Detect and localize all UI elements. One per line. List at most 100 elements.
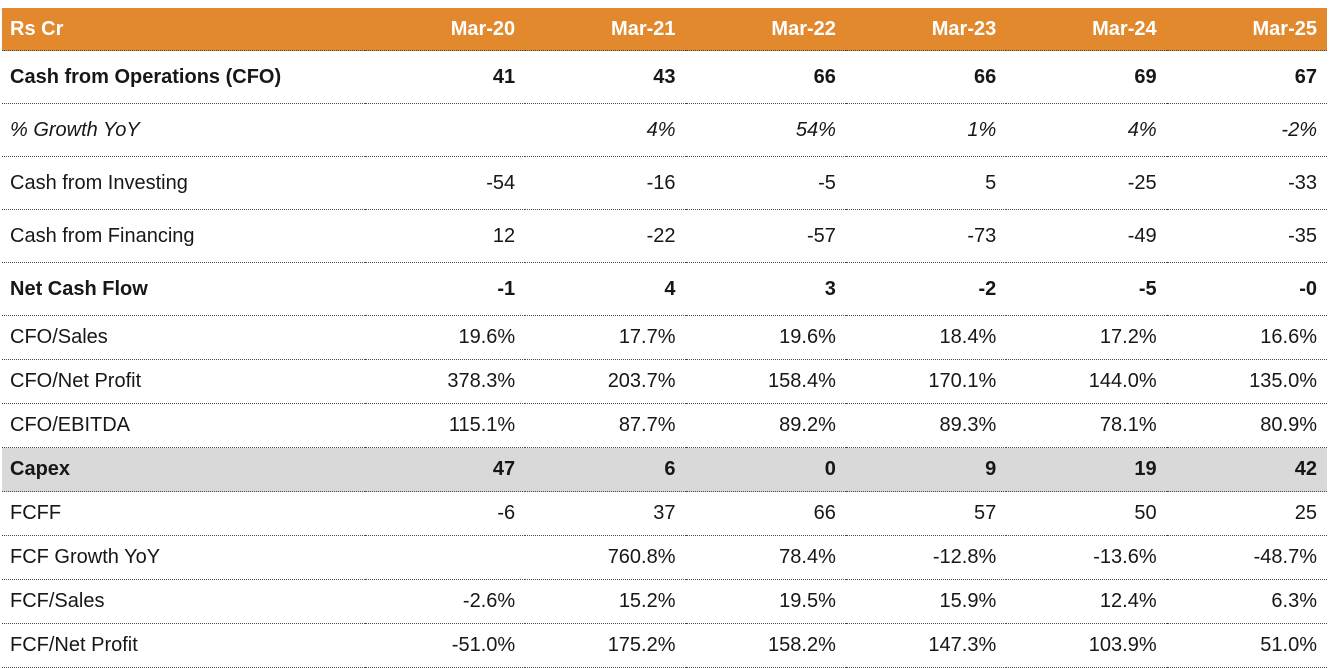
cell-value: 203.7% — [525, 359, 686, 404]
cell-value: 147.3% — [845, 623, 1007, 668]
row-label: FCF/Sales — [2, 579, 365, 624]
cell-value: 115.1% — [364, 403, 526, 448]
cell-value: 0 — [685, 447, 846, 492]
cell-value: 1% — [845, 103, 1007, 157]
cell-value — [364, 535, 526, 580]
cell-value: -13.6% — [1006, 535, 1167, 580]
cell-value: 54% — [685, 103, 846, 157]
cell-value: -51.0% — [364, 623, 526, 668]
cell-value: 78.1% — [1006, 403, 1167, 448]
cell-value: 19 — [1006, 447, 1167, 492]
cell-value: 25 — [1166, 491, 1327, 536]
cell-value: 4 — [525, 262, 686, 316]
cell-value: 12 — [364, 209, 526, 263]
row-label: Net Cash Flow — [2, 262, 365, 316]
table-body: Cash from Operations (CFO) 41 43 66 66 69 67% … — [2, 50, 1327, 668]
column-header: Mar-22 — [685, 8, 846, 51]
cell-value: 41 — [364, 50, 526, 104]
cell-value: 12.4% — [1006, 579, 1167, 624]
cell-value: 3 — [685, 262, 846, 316]
cell-value: -0 — [1166, 262, 1327, 316]
cell-value: -57 — [685, 209, 846, 263]
cell-value: 170.1% — [845, 359, 1007, 404]
cell-value: 67 — [1166, 50, 1327, 104]
cell-value: 6 — [525, 447, 686, 492]
unit-label: Rs Cr — [2, 8, 365, 51]
cell-value: 760.8% — [525, 535, 686, 580]
table-row: FCF/Net Profit -51.0% 175.2% 158.2% 147.3% 10… — [2, 623, 1327, 668]
cell-value: -2.6% — [364, 579, 526, 624]
column-header: Mar-21 — [525, 8, 686, 51]
cell-value: 9 — [845, 447, 1007, 492]
cell-value: -12.8% — [845, 535, 1007, 580]
cell-value: 158.2% — [685, 623, 846, 668]
cell-value: 87.7% — [525, 403, 686, 448]
cell-value: -16 — [525, 156, 686, 210]
table-row: Capex 47 6 0 9 19 42 — [2, 447, 1327, 492]
cell-value: -73 — [845, 209, 1007, 263]
table-row: % Growth YoY 4% 54% 1% 4% -2% — [2, 103, 1327, 157]
cell-value: 69 — [1006, 50, 1167, 104]
table-row: Cash from Investing -54 -16 -5 5 -25 -33 — [2, 156, 1327, 210]
cell-value: 135.0% — [1166, 359, 1327, 404]
cell-value: 4% — [1006, 103, 1167, 157]
table-row: CFO/Sales 19.6% 17.7% 19.6% 18.4% 17.2% 16.6% — [2, 315, 1327, 360]
cell-value: 15.9% — [845, 579, 1007, 624]
cell-value: 17.2% — [1006, 315, 1167, 360]
cell-value: 80.9% — [1166, 403, 1327, 448]
cell-value: 89.3% — [845, 403, 1007, 448]
cell-value: 16.6% — [1166, 315, 1327, 360]
cell-value — [364, 103, 526, 157]
cell-value: 19.5% — [685, 579, 846, 624]
cell-value: -22 — [525, 209, 686, 263]
cell-value: -49 — [1006, 209, 1167, 263]
cell-value: 158.4% — [685, 359, 846, 404]
row-label: CFO/Net Profit — [2, 359, 365, 404]
cell-value: 66 — [845, 50, 1007, 104]
cell-value: 4% — [525, 103, 686, 157]
row-label: Cash from Operations (CFO) — [2, 50, 365, 104]
cell-value: 103.9% — [1006, 623, 1167, 668]
column-header: Mar-23 — [845, 8, 1007, 51]
table-row: Cash from Operations (CFO) 41 43 66 66 69 67 — [2, 50, 1327, 104]
column-header: Mar-25 — [1166, 8, 1327, 51]
cell-value: 18.4% — [845, 315, 1007, 360]
cell-value: 50 — [1006, 491, 1167, 536]
row-label: Cash from Investing — [2, 156, 365, 210]
table-row: FCFF -6 37 66 57 50 25 — [2, 491, 1327, 536]
cell-value: 175.2% — [525, 623, 686, 668]
row-label: FCF/Net Profit — [2, 623, 365, 668]
cell-value: 78.4% — [685, 535, 846, 580]
cell-value: -5 — [685, 156, 846, 210]
cell-value: -6 — [364, 491, 526, 536]
cell-value: -2% — [1166, 103, 1327, 157]
cell-value: 15.2% — [525, 579, 686, 624]
table-row: CFO/Net Profit 378.3% 203.7% 158.4% 170.1% 14… — [2, 359, 1327, 404]
cell-value: -25 — [1006, 156, 1167, 210]
table-row: Net Cash Flow -1 4 3 -2 -5 -0 — [2, 262, 1327, 316]
cell-value: 43 — [525, 50, 686, 104]
cell-value: 51.0% — [1166, 623, 1327, 668]
cell-value: -1 — [364, 262, 526, 316]
table-row: CFO/EBITDA 115.1% 87.7% 89.2% 89.3% 78.1% 80.9… — [2, 403, 1327, 448]
cell-value: -54 — [364, 156, 526, 210]
cell-value: 17.7% — [525, 315, 686, 360]
row-label: Capex — [2, 447, 365, 492]
cell-value: 19.6% — [685, 315, 846, 360]
column-header: Mar-20 — [364, 8, 526, 51]
row-label: CFO/Sales — [2, 315, 365, 360]
table-row: FCF/Sales -2.6% 15.2% 19.5% 15.9% 12.4% 6.3% — [2, 579, 1327, 624]
header-row: Rs Cr Mar-20 Mar-21 Mar-22 Mar-23 Mar-24 Mar-… — [2, 8, 1327, 51]
table-row: FCF Growth YoY 760.8% 78.4% -12.8% -13.6% -48… — [2, 535, 1327, 580]
cell-value: 37 — [525, 491, 686, 536]
cell-value: 19.6% — [364, 315, 526, 360]
table-row: Cash from Financing 12 -22 -57 -73 -49 -35 — [2, 209, 1327, 263]
cell-value: -35 — [1166, 209, 1327, 263]
cell-value: 144.0% — [1006, 359, 1167, 404]
cell-value: 47 — [364, 447, 526, 492]
row-label: FCF Growth YoY — [2, 535, 365, 580]
cash-flow-table: Rs Cr Mar-20 Mar-21 Mar-22 Mar-23 Mar-24 Mar-… — [2, 8, 1327, 668]
cell-value: -2 — [845, 262, 1007, 316]
cell-value: 66 — [685, 50, 846, 104]
row-label: Cash from Financing — [2, 209, 365, 263]
